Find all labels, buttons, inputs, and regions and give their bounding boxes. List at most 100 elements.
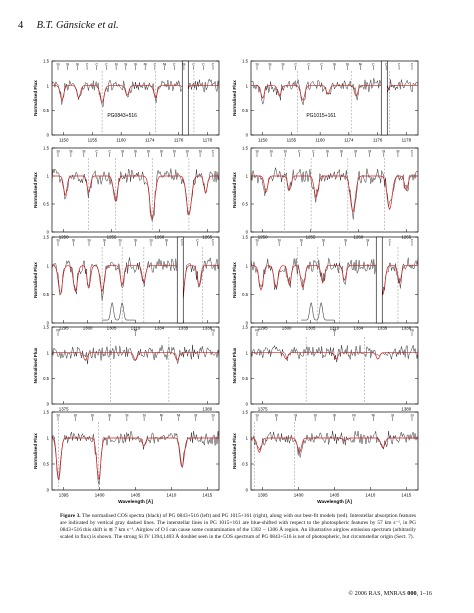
ytick-label-r4-left-0: 0 [47,402,50,407]
xtick-label-r1-left-4: 1176 [174,138,184,143]
panel-frame-r2-left [51,147,220,233]
xtick-label-r1-left-3: 1174 [145,138,155,143]
element-label-r2-right-1: Si [270,150,273,154]
element-label-r3-right-3: Si [322,239,325,243]
data-spectrum-r4-right [250,345,419,363]
element-label-r5-left-5: Si [143,414,146,418]
xtick-label-r4-right-1: 1380 [401,407,411,412]
data-spectrum-r1-right [250,78,419,106]
airglow-spectrum-right [301,302,335,321]
xtick-label-r5-left-4: 1415 [202,493,212,498]
model-spectrum-r2-right [251,175,418,213]
element-label-r3-right-7: C [411,239,414,243]
running-authors: B.T. Gänsicke et al. [36,20,119,31]
ylabel-r3-left: Normalised Flux [33,262,38,298]
ylabel-r3-right: Normalised Flux [232,262,237,298]
ytick-label-r4-right-0: 0 [246,402,249,407]
element-label-r4-right-2: Ni [410,329,413,333]
element-label-r3-left-4: Si [118,239,121,243]
ytick-label-r2-right-3: 1.5 [242,146,248,151]
element-label-r3-right-1: Si [278,239,281,243]
element-label-r4-left-1: Ni [134,329,137,333]
element-label-r3-left-5: Si [134,239,137,243]
xtick-label-r3-left-2: 1305 [107,326,117,331]
ytick-label-r1-right-3: 1.5 [242,59,248,64]
xlabel-left: Wavelength [Å] [118,498,153,505]
ytick-label-r4-right-1: 0.5 [242,376,248,381]
caption-label: Figure 3. [60,513,81,519]
panel-frame-r1-left [51,60,220,136]
xtick-label-r5-right-2: 1405 [330,493,340,498]
model-spectrum-r5-left [51,437,219,480]
panel-frame-r1-right [250,60,419,136]
xtick-label-r3-right-4: 1334 [354,326,364,331]
running-header: 4 B.T. Gänsicke et al. [18,20,119,31]
data-spectrum-r2-left [51,168,220,222]
ytick-label-r3-right-0: 0 [246,321,249,326]
element-label-r1-left-6: Si [115,63,118,67]
xtick-label-r3-left-3: 1310 [131,326,141,331]
ytick-label-r3-right-2: 1 [246,263,249,268]
xtick-label-r1-right-1: 1155 [287,138,297,143]
element-label-r1-right-6: Si [333,63,336,67]
model-spectrum-r4-left [52,352,219,361]
ytick-label-r2-right-1: 0.5 [242,202,248,207]
element-label-r2-left-6: Si [134,150,137,154]
element-label-r4-right-1: Ni [333,329,336,333]
element-label-r1-right-0: Si [255,63,258,67]
ytick-label-r3-left-1: 0.5 [43,292,49,297]
ytick-label-r4-right-2: 1 [246,350,249,355]
ytick-label-r2-right-2: 1 [246,174,249,179]
ytick-label-r2-left-0: 0 [47,230,50,235]
panel-frame-r4-left [51,326,220,405]
ytick-label-r3-right-1: 0.5 [242,292,248,297]
element-label-r2-right-0: Si [255,150,258,154]
element-label-r5-left-9: Si [211,414,214,418]
ytick-label-r3-left-0: 0 [47,321,50,326]
element-label-r3-left-9: C [196,239,199,243]
ytick-label-r5-right-0: 0 [246,488,249,493]
element-label-r1-left-3: C [86,63,89,67]
xtick-label-r5-left-1: 1400 [95,493,105,498]
element-label-r1-left-8: Si [134,63,137,67]
xtick-label-r5-right-3: 1410 [366,493,376,498]
element-label-r1-left-5: C [105,63,108,67]
element-label-r1-left-7: Si [124,63,127,67]
element-label-r1-left-12: C [173,63,176,67]
ytick-label-r5-right-1: 0.5 [242,462,248,467]
panel-frame-r5-left [51,411,220,491]
ylabel-r2-right: Normalised Flux [232,172,237,208]
xtick-label-r3-left-1: 1300 [83,326,93,331]
ylabel-r1-right: Normalised Flux [232,80,237,116]
element-label-r3-right-2: Si [300,239,303,243]
element-label-r1-right-2: Si [281,63,284,67]
xtick-label-r3-left-0: 1295 [59,326,69,331]
xtick-label-r3-left-6: 1336 [202,326,212,331]
xtick-label-r5-left-0: 1395 [59,493,69,498]
panel-frame-r3-right [250,236,419,324]
element-label-r2-left-1: Si [69,150,72,154]
element-label-r1-right-3: C [295,63,298,67]
element-label-r5-left-3: Si [108,414,111,418]
xtick-label-r1-left-0: 1150 [59,138,69,143]
data-spectrum-r5-right [250,430,419,458]
element-label-r3-left-1: Si [72,239,75,243]
element-label-r3-left-3: Si [103,239,106,243]
ytick-label-r1-right-0: 0 [246,133,249,138]
element-label-r2-left-5: Si [121,150,124,154]
ylabel-r5-left: Normalised Flux [33,433,38,469]
element-label-r1-right-1: Si [268,63,271,67]
axis-break-r3-right [375,236,383,324]
element-label-r2-left-11: Si [199,150,202,154]
ytick-label-r5-left-0: 0 [47,488,50,493]
element-label-r5-left-7: Ni [177,414,180,418]
page-number: 4 [18,20,24,31]
element-label-r5-right-5: Ni [352,414,355,418]
element-label-r1-right-8: Ni [359,63,362,67]
element-label-r2-left-0: Si [56,150,59,154]
ytick-label-r3-left-2: 1 [47,263,50,268]
element-label-r5-right-7: Si [391,414,394,418]
element-label-r5-left-6: Ni [160,414,163,418]
object-label-left: PG0843+516 [107,113,137,119]
element-label-r1-right-9: C [372,63,375,67]
